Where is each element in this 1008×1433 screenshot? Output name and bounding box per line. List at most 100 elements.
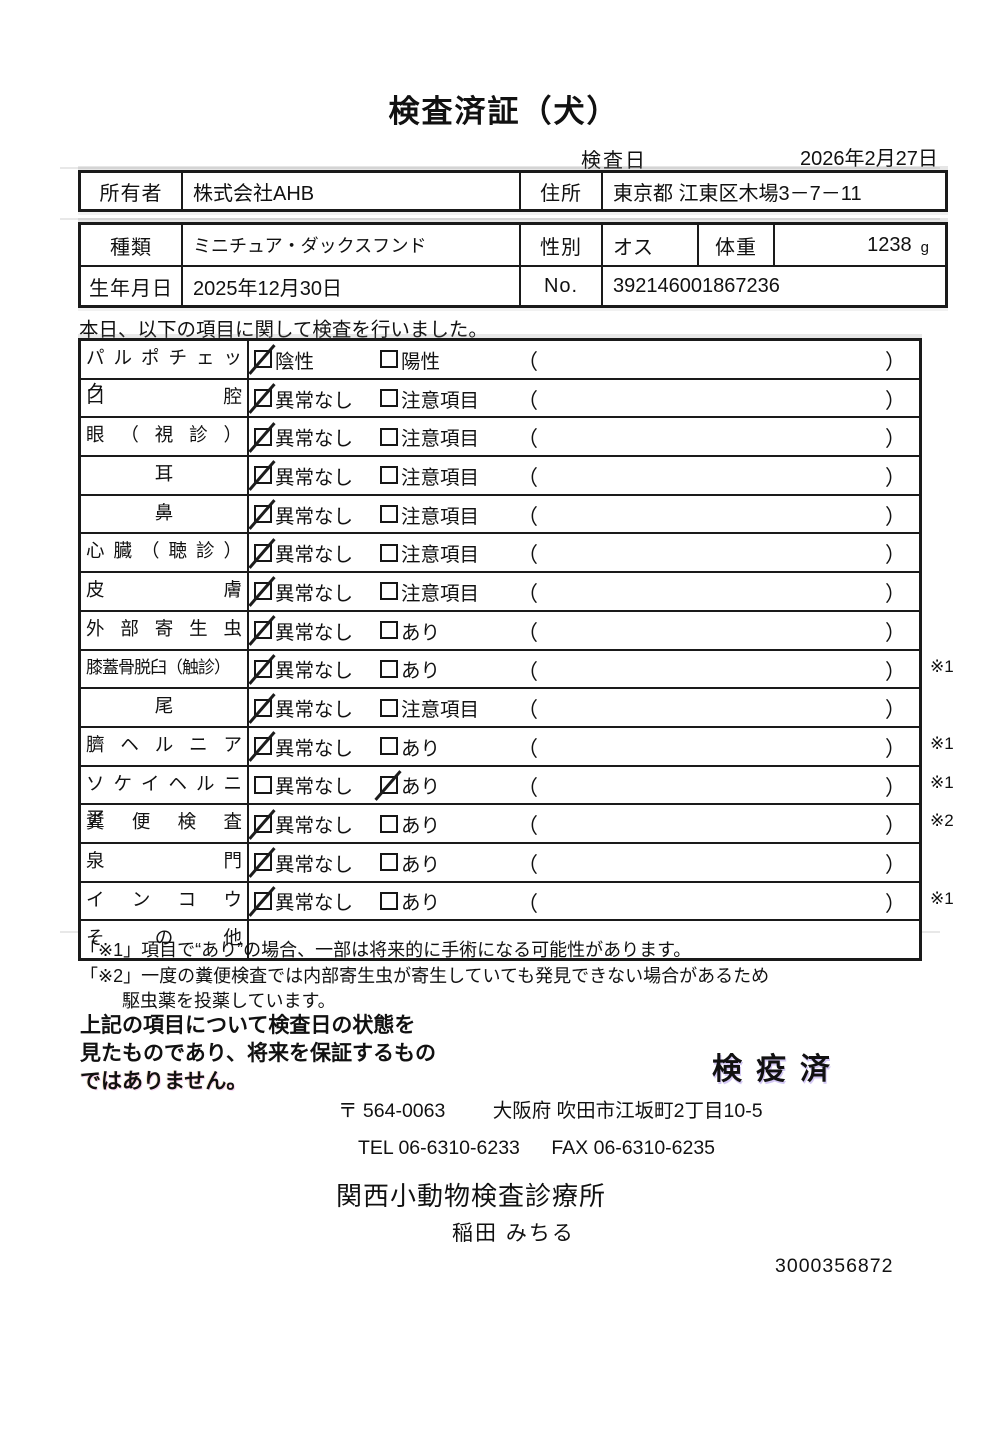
option-1: 異常なし (254, 380, 353, 417)
weight-unit: g (920, 238, 929, 256)
option-2-label: あり (401, 660, 441, 683)
option-2-label: 注意項目 (401, 505, 480, 528)
option-2-label: あり (401, 776, 441, 799)
checkbox[interactable] (254, 853, 272, 872)
option-2: 注意項目 (380, 534, 479, 571)
checkbox[interactable] (380, 389, 398, 408)
option-1-label: 異常なし (275, 544, 354, 567)
checkbox[interactable] (254, 466, 272, 485)
paren-close: ） (885, 737, 906, 761)
scan-artifact (60, 167, 940, 169)
checkbox[interactable] (380, 698, 398, 717)
checkbox[interactable] (254, 698, 272, 717)
paren-close: ） (885, 389, 906, 413)
checkbox[interactable] (380, 891, 398, 910)
paren-open: （ (517, 544, 538, 568)
checklist-options: 異常なし あり （ ） (249, 728, 919, 765)
option-2-label: 注意項目 (401, 428, 480, 451)
footnote-marker: ※1 (930, 656, 954, 676)
option-2-label: あり (401, 737, 441, 760)
checklist-item-label: 膝蓋骨脱臼（触診） (81, 650, 249, 688)
checklist-row: 泉 門 異常なし あり （ ） (81, 841, 919, 881)
checklist-options: 異常なし 注意項目 （ ） (249, 496, 919, 533)
option-2: 注意項目 (380, 496, 479, 533)
footnote-marker: ※1 (930, 772, 954, 792)
checklist-options: 異常なし 注意項目 （ ） (249, 457, 919, 494)
checkbox[interactable] (380, 621, 398, 640)
option-2: あり (380, 728, 440, 765)
disclaimer-line: ではありません。 (80, 1070, 248, 1093)
option-2-label: 注意項目 (401, 466, 480, 489)
checkbox[interactable] (254, 350, 272, 369)
option-1: 異常なし (254, 534, 353, 571)
option-1: 異常なし (254, 612, 353, 649)
inspection-date-label: 検査日 (581, 150, 647, 172)
option-2: あり (380, 883, 440, 920)
checklist-options: 異常なし あり （ ） (249, 844, 919, 881)
checklist-row: 臍 ヘ ル ニ ア 異常なし あり （ ） ※1 (81, 725, 954, 765)
checkbox[interactable] (254, 543, 272, 562)
checklist-row: 心 臓 （ 聴 診 ） 異常なし 注意項目 （ ） (81, 532, 919, 572)
paren-open: （ (517, 583, 538, 607)
option-1-label: 異常なし (275, 428, 354, 451)
weight-value: 1238 g (773, 225, 945, 265)
option-1-label: 異常なし (275, 853, 354, 876)
checkbox[interactable] (380, 350, 398, 369)
option-2-label: 陽性 (401, 350, 441, 373)
option-2: あり (380, 805, 440, 842)
checklist-options: 異常なし あり （ ） (249, 651, 919, 688)
checkbox[interactable] (254, 389, 272, 408)
checkbox[interactable] (380, 543, 398, 562)
serial-number: 3000356872 (775, 1255, 894, 1277)
checklist-item-label: 泉 門 (81, 843, 249, 881)
checkbox[interactable] (254, 891, 272, 910)
quarantine-stamp: 検疫済 (712, 1053, 844, 1086)
footnote-marker: ※1 (930, 888, 954, 908)
paren-close: ） (885, 815, 906, 839)
option-2: あり (380, 767, 440, 804)
checkbox[interactable] (254, 775, 272, 794)
checklist-options: 異常なし 注意項目 （ ） (249, 418, 919, 455)
checkbox[interactable] (380, 814, 398, 833)
checkbox[interactable] (254, 621, 272, 640)
checkbox[interactable] (380, 775, 398, 794)
sex-label: 性別 (519, 225, 601, 265)
checkbox[interactable] (254, 737, 272, 756)
checklist-item-label: そ の 他 (81, 921, 249, 958)
paren-open: （ (517, 467, 538, 491)
checklist-item-label: 鼻 (81, 495, 249, 533)
address-value: 東京都 江東区木場3－7－11 (601, 173, 945, 209)
paren-open: （ (517, 853, 538, 877)
disclaimer-line: 上記の項目について検査日の状態を (80, 1014, 416, 1037)
option-1-label: 異常なし (275, 892, 354, 915)
checklist-item-label: 糞 便 検 査 (81, 805, 249, 842)
checkbox[interactable] (380, 853, 398, 872)
option-1: 陰性 (254, 341, 314, 378)
paren-open: （ (517, 505, 538, 529)
checklist-options: 異常なし 注意項目 （ ） (249, 380, 919, 417)
paren-close: ） (885, 583, 906, 607)
paren-close: ） (885, 505, 906, 529)
no-value: 392146001867236 (601, 265, 945, 305)
veterinarian-name: 稲田 みちる (452, 1222, 575, 1245)
checklist-options: 異常なし あり （ ） (249, 612, 919, 649)
option-2: 注意項目 (380, 573, 479, 610)
option-2: あり (380, 651, 440, 688)
checkbox[interactable] (380, 737, 398, 756)
checkbox[interactable] (380, 427, 398, 446)
checkbox[interactable] (254, 814, 272, 833)
checklist-options: 陰性 陽性 （ ） (249, 341, 919, 378)
checkbox[interactable] (254, 427, 272, 446)
checkbox[interactable] (254, 659, 272, 678)
checklist-item-label: 尾 (81, 689, 249, 726)
checkbox[interactable] (380, 505, 398, 524)
checkbox[interactable] (380, 582, 398, 601)
checklist-row: 外 部 寄 生 虫 異常なし あり （ ） (81, 609, 919, 649)
checkbox[interactable] (254, 505, 272, 524)
checkbox[interactable] (380, 659, 398, 678)
checklist-options: 異常なし 注意項目 （ ） (249, 689, 919, 726)
checkbox[interactable] (380, 466, 398, 485)
checkbox[interactable] (254, 582, 272, 601)
pet-info-table: 種類 ミニチュア・ダックスフンド 性別 オス 体重 1238 g 生年月日 20… (78, 222, 948, 308)
checklist-row: 鼻 異常なし 注意項目 （ ） (81, 493, 919, 533)
